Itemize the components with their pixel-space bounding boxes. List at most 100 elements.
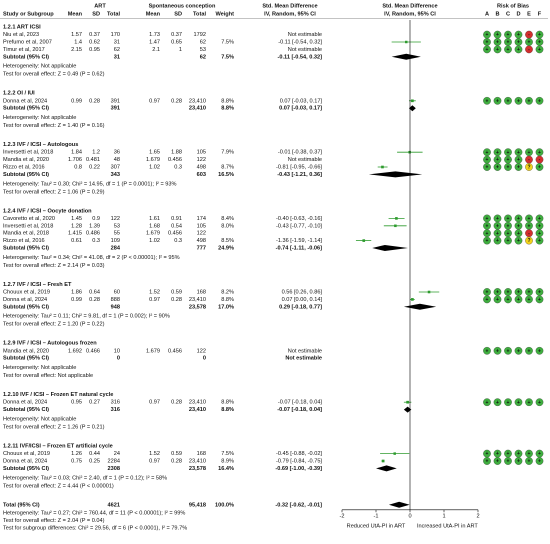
heterogeneity: Heterogeneity: Tau² = 0.11; Chi² = 9.81,…: [3, 314, 170, 320]
bias-symbol: +: [507, 451, 510, 457]
bias-symbol: +: [486, 47, 489, 53]
bias-symbol: +: [528, 459, 531, 465]
summary-diamond: [376, 465, 397, 472]
bias-circle: [535, 45, 544, 54]
bias-symbol: +: [496, 451, 499, 457]
cell: 0.99: [71, 297, 82, 303]
ci-label: -0.43 [-1.21, 0.36]: [277, 172, 322, 178]
bias-symbol: +: [507, 165, 510, 171]
bias-symbol: +: [486, 98, 489, 104]
effect-square: [408, 150, 411, 154]
subgroup-title: 1.2.9 IVF / ICSI – Autologous frozen: [3, 341, 97, 347]
study-name: Donna et al, 2024: [3, 98, 47, 104]
bias-symbol: +: [538, 216, 541, 222]
cell: 0.481: [86, 157, 100, 163]
bias-symbol: +: [496, 40, 499, 46]
cell: 0.44: [89, 451, 100, 457]
header: Spontaneous conception: [149, 3, 216, 9]
study-name: Subtotal (95% CI): [3, 407, 49, 413]
weight: 8.8%: [221, 400, 234, 406]
bias-letter: E: [527, 11, 531, 17]
subgroup-title: 1.2.3 IVF / ICSI – Autologous: [3, 142, 78, 148]
cell: 498: [197, 238, 206, 244]
cell: 48: [114, 157, 120, 163]
bias-symbol: +: [538, 32, 541, 38]
bias-circle: [483, 398, 491, 407]
study-name: Donna et al, 2024: [3, 458, 47, 464]
cell: 23,410: [189, 98, 206, 104]
header: Risk of Bias: [497, 3, 529, 9]
effect-square: [381, 165, 384, 169]
bias-circle: [504, 295, 512, 304]
ci-label: Not estimable: [288, 348, 322, 354]
cell: 23,578: [189, 466, 206, 472]
header: Std. Mean Difference: [262, 3, 317, 9]
effect-square: [427, 290, 431, 294]
study-name: Inversetti et al, 2018: [3, 150, 53, 156]
weight: 8.8%: [221, 407, 234, 413]
bias-symbol: +: [496, 165, 499, 171]
bias-circle: [504, 346, 512, 355]
ci-label: -0.43 [-0.77, -0.10]: [276, 223, 322, 229]
cell: 0.97: [149, 458, 160, 464]
bias-circle: [493, 45, 502, 54]
cell: 122: [197, 157, 206, 163]
cell: 0.95: [89, 47, 100, 53]
cell: 1.65: [149, 150, 160, 156]
cell: 23,578: [189, 304, 206, 310]
effect-square: [395, 217, 398, 220]
bias-symbol: +: [538, 47, 541, 53]
subgroup-title: 1.2.7 IVF / ICSI – Fresh ET: [3, 282, 72, 288]
bias-symbol: +: [517, 459, 520, 465]
effect-square: [394, 224, 397, 228]
bias-symbol: +: [496, 400, 499, 406]
cell: 2308: [108, 466, 120, 472]
cell: 0.22: [89, 164, 100, 170]
weight: 16.5%: [218, 172, 234, 178]
cell: 0.466: [86, 348, 100, 354]
bias-symbol: +: [496, 98, 499, 104]
bias-symbol: +: [517, 290, 520, 296]
cell: 1.706: [68, 157, 82, 163]
bias-symbol: +: [486, 400, 489, 406]
cell: 284: [111, 245, 121, 251]
overall-test: Test for overall effect: Z = 1.06 (P = 0…: [3, 189, 105, 195]
bias-symbol: +: [528, 290, 531, 296]
ci-label: Not estimable: [288, 157, 322, 163]
effect-square: [411, 298, 414, 301]
bias-symbol: +: [538, 40, 541, 46]
cell: 0.8: [74, 164, 82, 170]
bias-symbol: -: [528, 231, 530, 237]
cell: 1.415: [68, 231, 82, 237]
cell: 0.59: [171, 289, 182, 295]
effect-square: [381, 459, 385, 463]
summary-diamond: [388, 501, 410, 508]
bias-letter: D: [516, 11, 520, 17]
cell: 60: [114, 289, 120, 295]
bias-symbol: +: [538, 98, 541, 104]
header: IV, Random, 95% CI: [264, 11, 316, 17]
heterogeneity: Heterogeneity: Not applicable: [3, 64, 76, 70]
cell: 498: [197, 164, 206, 170]
ci-label: 0.07 [-0.03, 0.17]: [280, 98, 323, 104]
study-name: Chouux et al, 2019: [3, 289, 50, 295]
cell: 24: [114, 451, 120, 457]
bias-symbol: +: [486, 216, 489, 222]
cell: 0.28: [171, 98, 182, 104]
bias-symbol: +: [507, 47, 510, 53]
cell: 1.39: [89, 223, 100, 229]
header: Std. Mean Difference: [382, 3, 437, 9]
heterogeneity: Heterogeneity: Tau² = 0.34; Chi² = 41.08…: [3, 255, 180, 261]
bias-circle: [483, 236, 491, 245]
bias-circle: [535, 295, 544, 304]
bias-circle: [483, 96, 491, 105]
cell: 1.88: [171, 150, 182, 156]
bias-circle: [483, 346, 491, 355]
ci-label: 0.07 [-0.03, 0.17]: [279, 106, 322, 112]
cell: 1.86: [71, 289, 82, 295]
ci-label: -0.45 [-0.88, -0.02]: [276, 451, 322, 457]
bias-symbol: +: [486, 238, 489, 244]
cell: 0.62: [89, 39, 100, 45]
bias-letter: C: [506, 11, 510, 17]
